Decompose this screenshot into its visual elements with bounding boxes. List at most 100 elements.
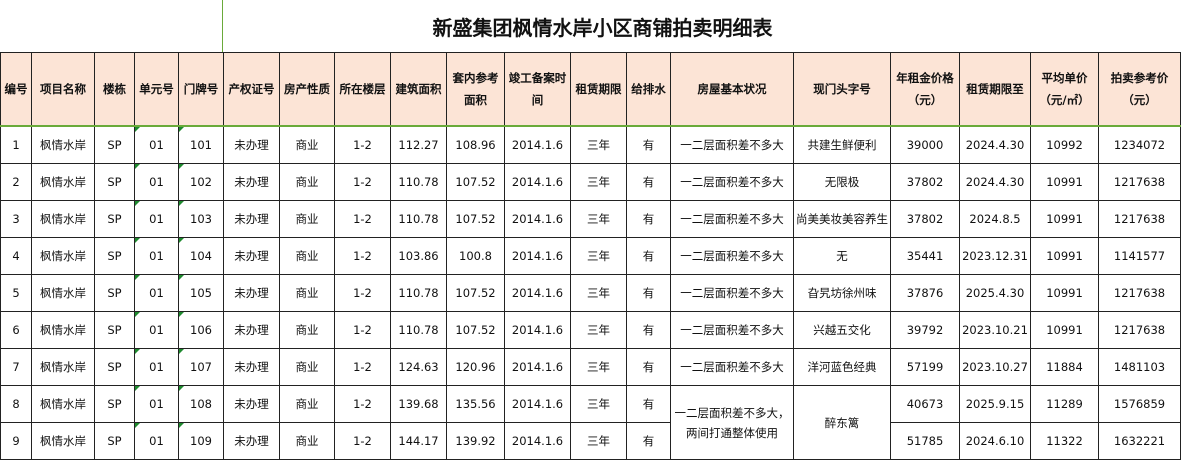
table-cell[interactable]: 1217638 — [1098, 274, 1181, 312]
table-cell[interactable]: 2023.10.21 — [959, 311, 1031, 349]
column-header[interactable]: 单元号 — [134, 52, 179, 127]
table-cell[interactable]: 未办理 — [223, 422, 280, 460]
table-cell[interactable]: 商业 — [279, 422, 335, 460]
table-cell[interactable]: 商业 — [279, 274, 335, 312]
table-cell[interactable]: 枫情水岸 — [31, 237, 95, 275]
table-cell[interactable]: SP — [94, 311, 135, 349]
table-cell[interactable]: 枫情水岸 — [31, 163, 95, 201]
table-cell[interactable]: 135.56 — [446, 385, 505, 423]
table-cell[interactable]: 枫情水岸 — [31, 200, 95, 238]
table-cell[interactable]: 商业 — [279, 163, 335, 201]
table-cell[interactable]: 1576859 — [1098, 385, 1181, 423]
table-cell[interactable]: 1-2 — [334, 385, 391, 423]
table-cell[interactable]: 107.52 — [446, 311, 505, 349]
table-cell[interactable]: 1-2 — [334, 200, 391, 238]
table-cell[interactable]: 商业 — [279, 311, 335, 349]
table-cell[interactable]: 三年 — [570, 348, 627, 386]
table-cell[interactable]: 2024.8.5 — [959, 200, 1031, 238]
table-cell[interactable]: 三年 — [570, 237, 627, 275]
table-cell[interactable]: 1-2 — [334, 125, 391, 164]
table-cell[interactable]: 一二层面积差不多大 — [670, 237, 794, 275]
table-cell[interactable]: 有 — [626, 311, 671, 349]
table-cell[interactable]: 9 — [0, 422, 32, 460]
table-cell[interactable]: 三年 — [570, 385, 627, 423]
table-cell[interactable]: 枫情水岸 — [31, 348, 95, 386]
table-cell[interactable]: SP — [94, 237, 135, 275]
table-cell[interactable]: 商业 — [279, 237, 335, 275]
table-cell[interactable]: 10991 — [1030, 311, 1099, 349]
table-cell[interactable]: SP — [94, 385, 135, 423]
table-cell[interactable]: 10992 — [1030, 125, 1099, 164]
table-cell[interactable]: 103.86 — [390, 237, 447, 275]
table-cell[interactable]: 2014.1.6 — [504, 348, 571, 386]
table-cell[interactable]: 144.17 — [390, 422, 447, 460]
table-cell[interactable]: 三年 — [570, 422, 627, 460]
table-cell[interactable]: 枫情水岸 — [31, 422, 95, 460]
table-cell[interactable]: 107.52 — [446, 163, 505, 201]
column-header[interactable]: 楼栋 — [94, 52, 135, 127]
table-cell[interactable]: 5 — [0, 274, 32, 312]
table-cell[interactable]: SP — [94, 163, 135, 201]
table-cell[interactable]: 10991 — [1030, 237, 1099, 275]
table-cell[interactable]: 共建生鲜便利 — [793, 125, 891, 164]
table-cell[interactable]: SP — [94, 422, 135, 460]
table-cell[interactable]: 10991 — [1030, 163, 1099, 201]
table-cell[interactable]: 101 — [178, 125, 224, 164]
table-cell[interactable]: 三年 — [570, 311, 627, 349]
table-cell[interactable]: 三年 — [570, 200, 627, 238]
table-cell[interactable]: 有 — [626, 200, 671, 238]
table-cell[interactable]: 1-2 — [334, 237, 391, 275]
table-cell[interactable]: 102 — [178, 163, 224, 201]
table-cell[interactable]: 有 — [626, 385, 671, 423]
table-cell[interactable]: 有 — [626, 348, 671, 386]
column-header[interactable]: 现门头字号 — [793, 52, 891, 127]
table-cell[interactable]: 未办理 — [223, 385, 280, 423]
table-cell[interactable]: 103 — [178, 200, 224, 238]
table-cell[interactable]: 未办理 — [223, 274, 280, 312]
table-cell[interactable]: 2025.4.30 — [959, 274, 1031, 312]
column-header[interactable]: 租赁期限 — [570, 52, 627, 127]
table-cell[interactable]: 1217638 — [1098, 163, 1181, 201]
table-cell[interactable]: 1-2 — [334, 422, 391, 460]
table-cell[interactable]: 有 — [626, 125, 671, 164]
table-cell[interactable]: 无限极 — [793, 163, 891, 201]
column-header[interactable]: 竣工备案时间 — [504, 52, 571, 127]
column-header[interactable]: 编号 — [0, 52, 32, 127]
table-cell[interactable]: 商业 — [279, 200, 335, 238]
table-cell[interactable]: 2 — [0, 163, 32, 201]
table-cell[interactable]: 110.78 — [390, 163, 447, 201]
table-cell[interactable]: 37876 — [890, 274, 960, 312]
table-cell[interactable]: 2014.1.6 — [504, 274, 571, 312]
table-cell[interactable]: 1-2 — [334, 311, 391, 349]
table-cell[interactable]: 2024.6.10 — [959, 422, 1031, 460]
table-cell[interactable]: 一二层面积差不多大 — [670, 125, 794, 164]
table-cell[interactable]: 139.68 — [390, 385, 447, 423]
table-cell[interactable]: 有 — [626, 274, 671, 312]
table-cell[interactable]: 01 — [134, 274, 179, 312]
table-cell[interactable]: 40673 — [890, 385, 960, 423]
table-cell[interactable]: 112.27 — [390, 125, 447, 164]
column-header[interactable]: 所在楼层 — [334, 52, 391, 127]
table-cell[interactable]: 108.96 — [446, 125, 505, 164]
table-cell[interactable]: 尚美美妆美容养生 — [793, 200, 891, 238]
table-cell[interactable]: 兴越五交化 — [793, 311, 891, 349]
table-cell[interactable]: 2023.12.31 — [959, 237, 1031, 275]
column-header[interactable]: 平均单价（元/㎡） — [1030, 52, 1099, 127]
table-cell[interactable]: 109 — [178, 422, 224, 460]
table-cell[interactable]: 39000 — [890, 125, 960, 164]
table-cell[interactable]: 枫情水岸 — [31, 125, 95, 164]
column-header[interactable]: 产权证号 — [223, 52, 280, 127]
table-cell[interactable]: 120.96 — [446, 348, 505, 386]
column-header[interactable]: 给排水 — [626, 52, 671, 127]
table-cell[interactable]: 三年 — [570, 274, 627, 312]
table-cell[interactable]: 104 — [178, 237, 224, 275]
table-cell[interactable]: 醉东篱 — [793, 385, 891, 460]
table-cell[interactable]: 无 — [793, 237, 891, 275]
table-cell[interactable]: 2024.4.30 — [959, 125, 1031, 164]
table-cell[interactable]: 8 — [0, 385, 32, 423]
table-cell[interactable]: 2023.10.27 — [959, 348, 1031, 386]
table-cell[interactable]: 2014.1.6 — [504, 200, 571, 238]
table-cell[interactable]: 108 — [178, 385, 224, 423]
table-cell[interactable]: 107.52 — [446, 274, 505, 312]
table-cell[interactable]: 11884 — [1030, 348, 1099, 386]
